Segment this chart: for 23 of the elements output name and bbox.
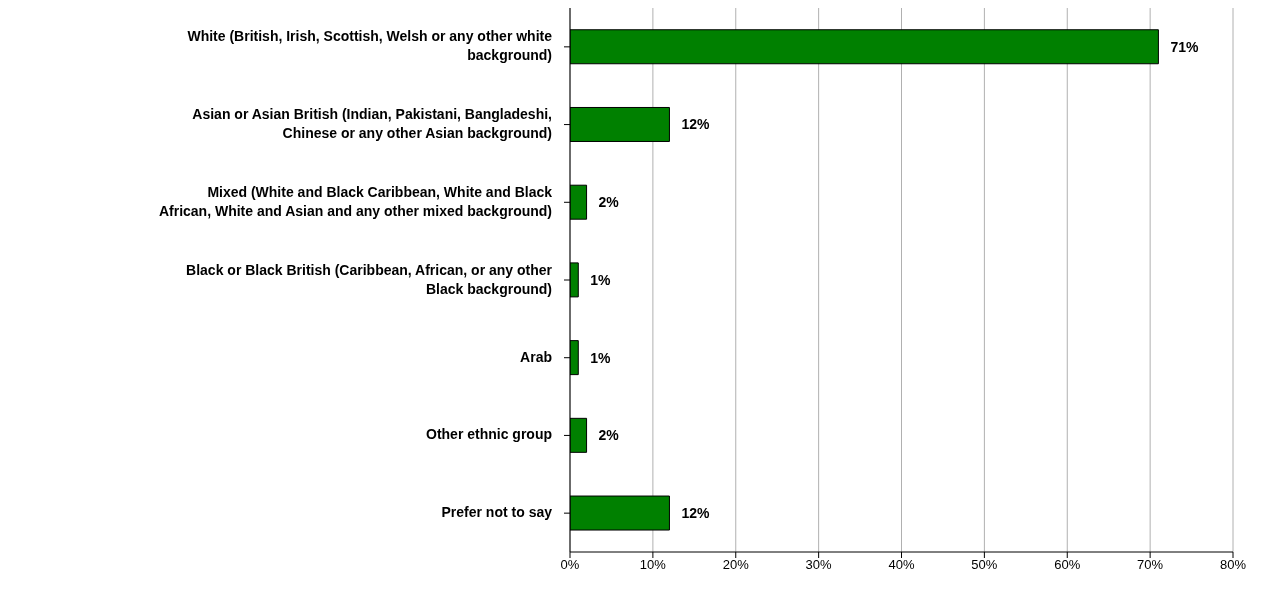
data-label: 12% xyxy=(681,505,711,522)
data-label: 2% xyxy=(598,427,620,444)
y-tick-label: Mixed (White and Black Caribbean, White and Black African, White and Asian and any other mixed background) xyxy=(158,183,553,219)
data-label: 2% xyxy=(598,194,620,211)
data-label: 12% xyxy=(681,116,711,133)
data-label: 71% xyxy=(1170,38,1199,55)
x-tick-label: 60% xyxy=(1054,557,1081,573)
data-label: 1% xyxy=(590,349,612,366)
y-tick-label: Arab xyxy=(520,348,552,365)
x-tick-label: 10% xyxy=(639,557,667,573)
x-tick-label: 80% xyxy=(1219,557,1247,573)
y-tick-label: Black or Black British (Caribbean, African, or any other Black background) xyxy=(186,261,553,297)
data-label: 1% xyxy=(590,271,612,288)
x-tick-label: 0% xyxy=(560,557,580,573)
x-tick-label: 40% xyxy=(888,557,915,573)
x-tick-label: 30% xyxy=(805,557,833,573)
x-tick-label: 70% xyxy=(1137,557,1164,573)
y-tick-label: Other ethnic group xyxy=(426,426,552,443)
y-tick-label: Asian or Asian British (Indian, Pakistani, Bangladeshi, Chinese or any other Asian background) xyxy=(192,105,552,141)
y-tick-label: White (British, Irish, Scottish, Welsh or any other white background) xyxy=(187,28,553,64)
y-tick-label: Prefer not to say xyxy=(441,503,553,520)
x-tick-label: 20% xyxy=(722,557,750,573)
x-tick-label: 50% xyxy=(971,557,998,573)
